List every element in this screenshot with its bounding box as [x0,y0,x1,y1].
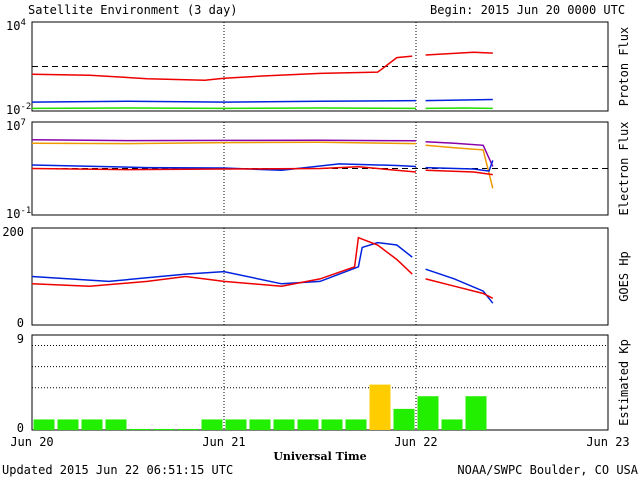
y-tick-label: 107 [6,118,26,133]
goes-hp-series-line [425,268,494,304]
kp-bar [417,396,439,430]
proton-flux-series-line [425,98,493,102]
kp-bar [393,408,415,430]
kp-bar [441,419,463,430]
electron-flux-series-line [425,141,494,167]
kp-bar [321,419,343,430]
proton-flux-ylabel: Proton Flux [617,27,631,106]
goes-hp-frame [31,227,609,326]
kp-bar [225,419,247,430]
proton-flux-series-line [31,99,417,103]
goes-hp-series-line [31,236,413,287]
goes-hp-series-line [31,241,413,285]
x-tick-label: Jun 22 [394,435,437,449]
begin-label: Begin: 2015 Jun 20 0000 UTC [430,3,625,17]
kp-bar [345,419,367,430]
proton-flux-panel: 10-2 104 Proton Flux [6,18,631,117]
electron-flux-ylabel: Electron Flux [617,122,631,216]
kp-bar [369,384,391,430]
proton-flux-frame [31,21,609,112]
kp-bar [273,419,295,430]
kp-bar [153,428,175,430]
y-tick-label: 104 [6,18,26,33]
kp-bar [177,428,199,430]
updated-label: Updated 2015 Jun 22 06:51:15 UTC [2,463,233,477]
y-tick-label: 0 [17,316,24,330]
kp-bar [105,419,127,430]
x-axis-label: Universal Time [273,450,366,463]
electron-flux-series-line [425,144,494,189]
x-tick-label: Jun 20 [10,435,53,449]
kp-bar [57,419,79,430]
kp-bar [33,419,55,430]
goes-hp-panel: 0 200 GOES Hp [2,225,631,330]
kp-bar [249,419,271,430]
kp-bar [465,396,487,430]
y-tick-label: 10-2 [6,102,31,117]
kp-bar [129,428,151,430]
estimated-kp-ylabel: Estimated Kp [617,339,631,426]
electron-flux-series-line [31,163,417,172]
kp-bar [201,419,223,430]
y-tick-label: 10-1 [6,206,31,221]
y-tick-label: 200 [2,225,24,239]
credit-label: NOAA/SWPC Boulder, CO USA [457,463,638,477]
chart-title: Satellite Environment (3 day) [28,3,238,17]
estimated-kp-frame [31,334,609,431]
goes-hp-ylabel: GOES Hp [617,251,631,302]
kp-bar [81,419,103,430]
electron-flux-series-line [31,138,417,142]
electron-flux-series-line [425,160,494,172]
x-tick-label: Jun 23 [586,435,629,449]
estimated-kp-panel: 0 9 Estimated Kp [17,332,631,435]
kp-bar [297,419,319,430]
electron-flux-panel: 10-1 107 Electron Flux [6,118,631,221]
goes-hp-series-line [425,278,494,299]
electron-flux-series-line [31,166,417,173]
y-tick-label: 9 [17,332,24,346]
proton-flux-series-line [31,55,413,81]
electron-flux-series-line [425,169,493,176]
x-tick-label: Jun 21 [202,435,245,449]
electron-flux-series-line [31,141,417,145]
y-tick-label: 0 [17,421,24,435]
proton-flux-series-line [425,51,493,56]
